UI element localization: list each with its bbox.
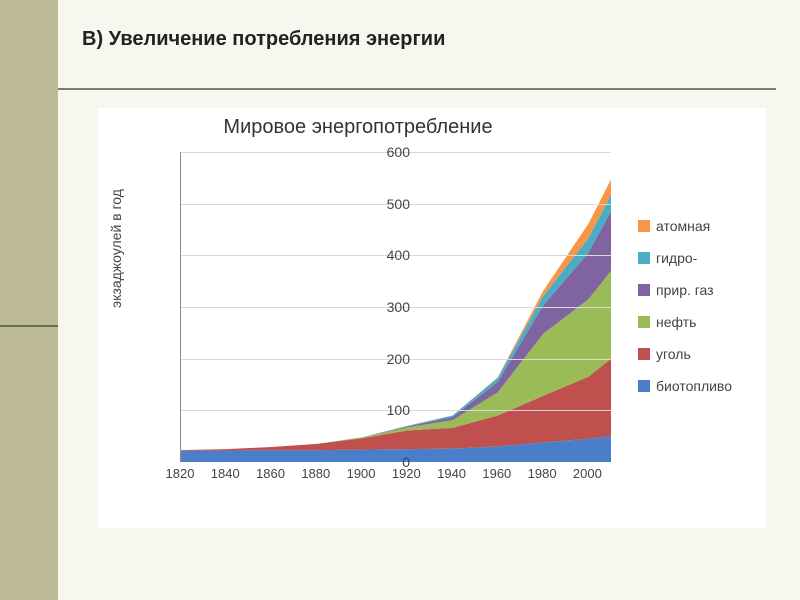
- x-tick-label: 1820: [166, 466, 195, 481]
- chart-container: Мировое энергопотребление экзаджоулей в …: [98, 108, 766, 528]
- mid-rule: [0, 325, 58, 327]
- slide-title: В) Увеличение потребления энергии: [82, 28, 445, 51]
- legend: атомная гидро-прир. газ нефть уголь биотопли…: [638, 218, 758, 410]
- legend-item: атомная: [638, 218, 758, 234]
- y-tick-label: 200: [370, 351, 410, 367]
- legend-label: уголь: [656, 346, 691, 362]
- x-tick-label: 1960: [482, 466, 511, 481]
- legend-item: гидро-: [638, 250, 758, 266]
- legend-item: прир. газ: [638, 282, 758, 298]
- y-tick-label: 600: [370, 144, 410, 160]
- x-tick-label: 1880: [301, 466, 330, 481]
- legend-label: нефть: [656, 314, 696, 330]
- legend-item: уголь: [638, 346, 758, 362]
- y-tick-label: 400: [370, 247, 410, 263]
- legend-swatch: [638, 316, 650, 328]
- x-tick-label: 1900: [347, 466, 376, 481]
- legend-swatch: [638, 220, 650, 232]
- x-tick-label: 2000: [573, 466, 602, 481]
- legend-swatch: [638, 252, 650, 264]
- chart-title: Мировое энергопотребление: [98, 116, 618, 139]
- legend-label: прир. газ: [656, 282, 714, 298]
- y-axis-label: экзаджоулей в год: [108, 189, 124, 308]
- y-tick-label: 100: [370, 402, 410, 418]
- legend-label: атомная: [656, 218, 710, 234]
- x-tick-label: 1860: [256, 466, 285, 481]
- legend-item: биотопливо: [638, 378, 758, 394]
- legend-label: гидро-: [656, 250, 697, 266]
- sidebar-accent: [0, 0, 58, 600]
- slide: В) Увеличение потребления энергии Мирово…: [0, 0, 800, 600]
- y-tick-label: 500: [370, 196, 410, 212]
- legend-swatch: [638, 284, 650, 296]
- x-tick-label: 1940: [437, 466, 466, 481]
- y-tick-label: 300: [370, 299, 410, 315]
- legend-swatch: [638, 348, 650, 360]
- x-tick-label: 1840: [211, 466, 240, 481]
- legend-label: биотопливо: [656, 378, 732, 394]
- x-tick-label: 1980: [528, 466, 557, 481]
- legend-item: нефть: [638, 314, 758, 330]
- title-rule: [58, 88, 776, 90]
- x-tick-label: 1920: [392, 466, 421, 481]
- legend-swatch: [638, 380, 650, 392]
